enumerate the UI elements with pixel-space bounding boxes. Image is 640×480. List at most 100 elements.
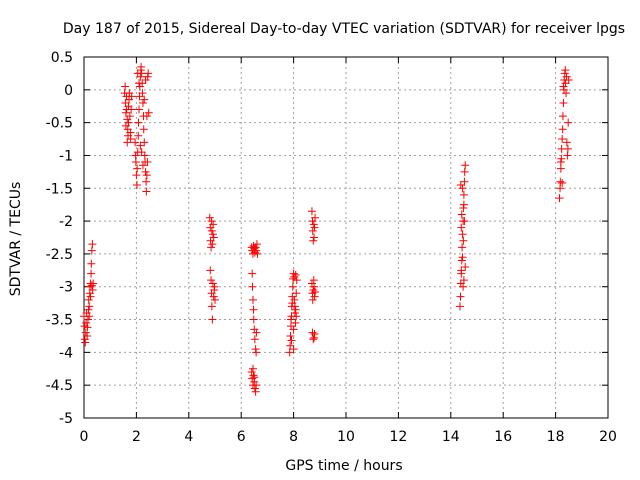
data-point xyxy=(135,79,144,88)
x-tick-label: 2 xyxy=(132,429,141,445)
data-point xyxy=(142,177,151,186)
data-point xyxy=(144,69,153,78)
data-point xyxy=(251,387,260,396)
data-point xyxy=(143,158,152,167)
y-tick-label: -2.5 xyxy=(46,247,73,263)
data-point xyxy=(307,279,316,288)
data-point xyxy=(138,89,147,98)
data-point xyxy=(564,118,573,127)
data-point xyxy=(286,315,295,324)
data-point xyxy=(211,295,219,304)
data-point xyxy=(560,69,569,78)
data-point xyxy=(208,279,217,288)
data-point xyxy=(208,240,217,249)
x-tick-label: 16 xyxy=(494,429,512,445)
data-point xyxy=(562,89,571,98)
data-point xyxy=(138,161,147,170)
chart-title: Day 187 of 2015, Sidereal Day-to-day VTE… xyxy=(63,21,625,37)
data-point xyxy=(207,243,216,252)
x-tick-label: 12 xyxy=(389,429,407,445)
data-point xyxy=(310,292,319,301)
data-point xyxy=(205,213,214,222)
data-point xyxy=(461,263,470,272)
data-point xyxy=(458,253,467,262)
data-point xyxy=(290,302,299,311)
data-point xyxy=(249,305,258,314)
x-tick-label: 20 xyxy=(599,429,617,445)
data-point xyxy=(311,287,320,296)
data-point xyxy=(137,62,146,71)
data-point xyxy=(460,177,469,186)
data-point xyxy=(132,171,141,180)
data-point xyxy=(310,329,319,338)
data-point xyxy=(209,292,218,301)
data-point xyxy=(84,295,93,304)
data-point xyxy=(139,125,148,134)
y-tick-label: -4 xyxy=(59,345,73,361)
x-tick-label: 6 xyxy=(237,429,246,445)
data-point xyxy=(250,335,259,344)
data-point xyxy=(559,82,568,91)
data-point xyxy=(127,105,136,114)
data-point xyxy=(127,92,136,101)
data-point xyxy=(564,75,573,84)
data-point xyxy=(83,323,92,332)
data-point xyxy=(86,292,95,301)
x-tick-label: 8 xyxy=(289,429,298,445)
data-point xyxy=(248,269,257,278)
data-point xyxy=(459,203,468,212)
data-point xyxy=(559,85,568,94)
data-point xyxy=(210,282,219,291)
x-tick-label: 18 xyxy=(547,429,565,445)
data-point xyxy=(286,341,295,350)
data-point xyxy=(289,345,298,354)
x-tick-label: 4 xyxy=(184,429,193,445)
data-point xyxy=(292,276,301,285)
data-point xyxy=(87,246,96,255)
data-point xyxy=(83,331,92,340)
data-point xyxy=(558,125,567,134)
data-point xyxy=(87,269,96,278)
data-point xyxy=(457,223,466,232)
data-point xyxy=(142,112,151,121)
data-point xyxy=(563,144,572,153)
y-tick-label: -1 xyxy=(59,148,73,164)
data-point xyxy=(457,256,466,265)
data-point xyxy=(287,336,296,345)
data-point xyxy=(455,302,464,311)
data-point xyxy=(133,164,142,173)
data-point xyxy=(249,315,258,324)
data-point xyxy=(291,270,300,279)
data-point xyxy=(286,331,295,340)
data-point xyxy=(121,82,130,91)
data-point xyxy=(309,335,318,344)
data-point xyxy=(250,373,259,382)
data-point xyxy=(83,315,92,324)
data-point xyxy=(458,243,467,252)
data-point xyxy=(124,118,133,127)
data-point xyxy=(309,236,318,245)
data-point xyxy=(459,236,468,245)
data-point xyxy=(290,295,299,304)
data-point xyxy=(458,184,467,193)
data-point xyxy=(310,233,319,242)
data-point xyxy=(308,328,317,337)
data-point xyxy=(307,207,316,216)
data-point xyxy=(131,158,140,167)
data-point xyxy=(459,282,468,291)
data-point xyxy=(135,105,144,114)
data-point xyxy=(310,333,319,342)
y-tick-label: 0.5 xyxy=(51,50,73,66)
data-point xyxy=(248,364,257,373)
data-point xyxy=(310,282,319,291)
data-point xyxy=(121,108,130,117)
data-point xyxy=(206,266,215,275)
data-point xyxy=(292,289,301,298)
data-point xyxy=(555,194,564,203)
data-point xyxy=(457,266,466,275)
data-point xyxy=(562,72,571,81)
data-point xyxy=(207,226,216,235)
data-point xyxy=(81,338,90,347)
data-point xyxy=(126,135,135,144)
y-tick-label: -0.5 xyxy=(46,116,73,132)
